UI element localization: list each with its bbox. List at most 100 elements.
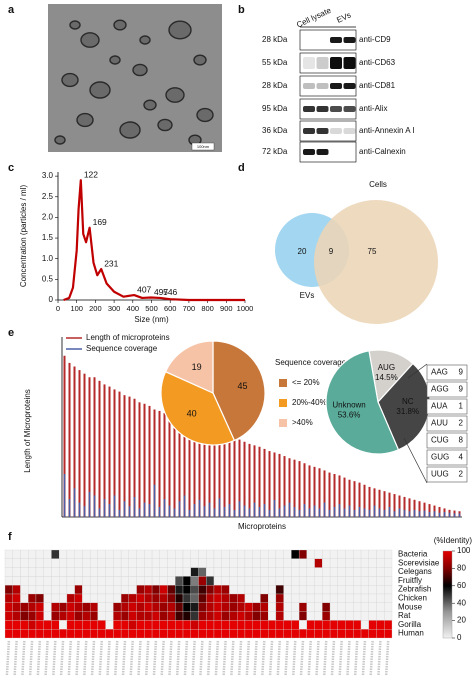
band — [343, 128, 356, 134]
band — [303, 106, 315, 112]
heatmap-cell — [237, 602, 246, 612]
bar — [328, 509, 331, 517]
heatmap-cell — [182, 567, 191, 577]
x-tick-label: 0 — [56, 304, 60, 313]
heatmap-cell — [120, 567, 129, 577]
heatmap-cell — [82, 620, 91, 630]
column-label-texture — [276, 640, 282, 677]
colorbar-tick-label: 60 — [457, 581, 466, 590]
lane-label: EVs — [335, 10, 352, 24]
heatmap-cell — [252, 567, 261, 577]
breakdown-name: AUU — [431, 419, 448, 428]
bar — [418, 511, 421, 517]
bar — [428, 504, 431, 517]
heatmap-cell — [291, 602, 300, 612]
heatmap-cell — [384, 620, 393, 630]
heatmap-cell — [151, 558, 160, 568]
heatmap-cell — [244, 567, 253, 577]
column-label-texture — [338, 640, 343, 677]
heatmap-cell — [89, 593, 99, 603]
heatmap-cell — [329, 602, 338, 612]
peak-label: 546 — [163, 287, 177, 297]
panel-label: a — [8, 4, 15, 16]
heatmap-cell — [190, 593, 199, 603]
heatmap-cell — [20, 585, 29, 595]
heatmap-cell — [283, 567, 292, 577]
heatmap-cell — [144, 576, 153, 586]
heatmap-cell — [384, 585, 393, 595]
row-label: Zebrafish — [398, 585, 431, 594]
breakdown-name: CUG — [431, 436, 449, 445]
heatmap-cell — [51, 585, 60, 595]
heatmap-cell — [353, 620, 362, 630]
column-label-texture — [129, 640, 134, 677]
breakdown-box — [426, 398, 468, 415]
heatmap-cell — [384, 576, 393, 586]
heatmap-cell — [345, 576, 354, 586]
bar — [413, 499, 416, 517]
colorbar-tick-label: 100 — [457, 546, 471, 555]
column-label-texture — [377, 640, 382, 677]
heatmap-cell — [59, 576, 68, 586]
heatmap-cell — [283, 558, 292, 568]
slice-name: Unknown — [332, 401, 365, 410]
heatmap-cell — [260, 602, 269, 612]
heatmap-cell — [182, 585, 191, 595]
heatmap-cell — [298, 611, 308, 621]
heatmap-cell — [368, 558, 377, 568]
heatmap-cell — [43, 585, 52, 595]
heatmap-cell — [35, 585, 44, 595]
bar — [238, 501, 241, 517]
heatmap-cell — [105, 576, 114, 586]
bar — [323, 502, 326, 517]
heatmap-cell — [167, 602, 176, 612]
heatmap-cell — [151, 629, 160, 639]
heatmap-cell — [198, 585, 207, 595]
heatmap-cell — [105, 567, 114, 577]
antibody-label: anti-Alix — [359, 104, 387, 113]
heatmap-cell — [198, 611, 207, 621]
heatmap-cell — [353, 567, 362, 577]
heatmap-cell — [151, 620, 160, 630]
band — [343, 37, 356, 43]
heatmap-cell — [345, 611, 354, 621]
column-label-texture — [175, 640, 181, 677]
bar — [228, 436, 231, 517]
column-label-texture — [160, 640, 165, 677]
heatmap-cell — [4, 620, 13, 630]
bar — [68, 362, 71, 517]
heatmap-cell — [291, 611, 300, 621]
heatmap-cell — [175, 593, 184, 603]
heatmap-cell — [252, 558, 261, 568]
bar — [168, 505, 171, 517]
band — [343, 57, 356, 69]
heatmap-cell — [66, 620, 75, 630]
peak-label: 169 — [93, 217, 107, 227]
heatmap-cell — [59, 611, 68, 621]
heatmap-cell — [51, 602, 60, 612]
heatmap-cell — [105, 602, 114, 612]
heatmap-cell — [368, 549, 377, 559]
heatmap-cell — [20, 567, 29, 577]
set-name: Cells — [369, 180, 387, 189]
bar — [268, 509, 271, 517]
heatmap-cell — [128, 558, 137, 568]
heatmap-cell — [314, 576, 323, 586]
column-label-texture — [292, 640, 297, 677]
heatmap-cell — [329, 629, 338, 639]
heatmap-cell — [4, 593, 13, 603]
bar — [193, 423, 196, 517]
bar — [293, 506, 296, 517]
bar — [228, 504, 231, 517]
heatmap-cell — [353, 602, 362, 612]
heatmap-cell — [360, 576, 369, 586]
bar — [203, 427, 206, 517]
heatmap-cell — [35, 611, 44, 621]
heatmap-cell — [105, 620, 114, 630]
legend-label: Sequence coverage — [86, 344, 158, 353]
heatmap-cell — [376, 567, 385, 577]
blot-frame — [299, 52, 357, 74]
row-label: Chicken — [398, 594, 427, 603]
heatmap-cell — [190, 620, 199, 630]
heatmap-cell — [190, 549, 199, 559]
